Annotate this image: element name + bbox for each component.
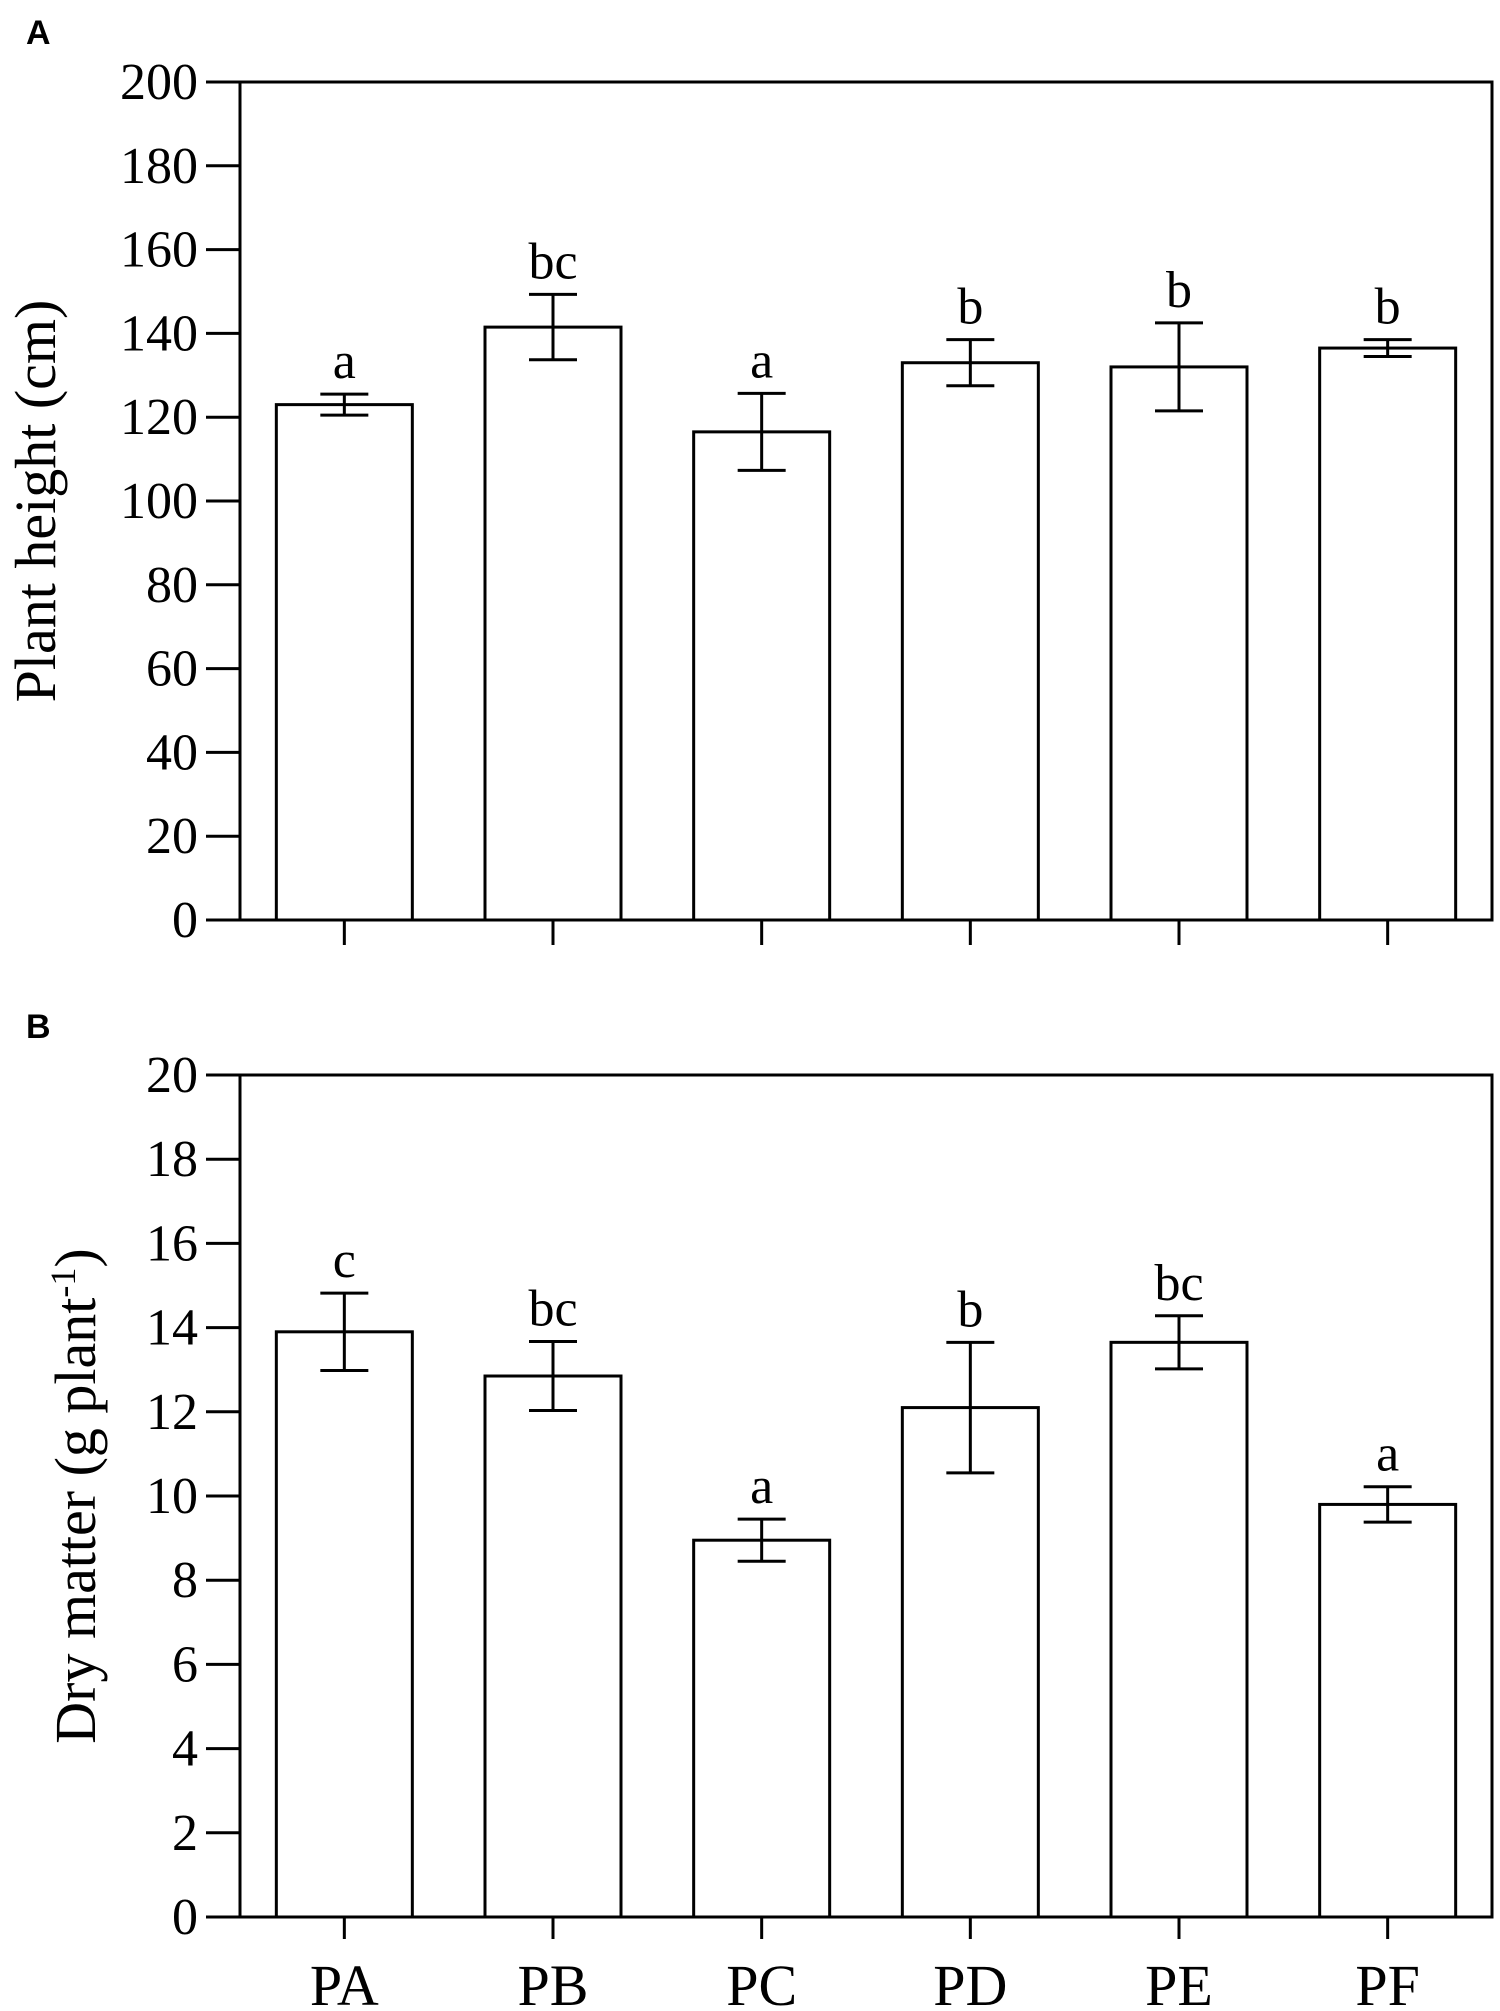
bar xyxy=(274,403,414,922)
bar xyxy=(1318,346,1458,922)
y-tick-label: 0 xyxy=(172,892,198,949)
y-tick-label: 160 xyxy=(120,222,198,279)
y-tick-label: 2 xyxy=(172,1805,198,1862)
significance-label: b xyxy=(957,1281,983,1338)
x-tick-label: PF xyxy=(1355,1953,1420,2011)
bar xyxy=(900,1406,1040,1919)
x-tick-label: PE xyxy=(1145,1953,1213,2011)
significance-label: b xyxy=(1375,279,1401,336)
significance-label: b xyxy=(1166,262,1192,319)
bar xyxy=(1109,1340,1249,1919)
y-tick-label: 10 xyxy=(146,1468,198,1525)
y-tick-label: 60 xyxy=(146,641,198,698)
panel-a: A 0 20 40 60 80 100 120 140 160 180 200 Plant heigh… xyxy=(3,14,1494,949)
y-tick-label: 0 xyxy=(172,1889,198,1946)
y-tick-label: 120 xyxy=(120,389,198,446)
panel-letter: A xyxy=(26,14,51,52)
significance-label: bc xyxy=(1154,1255,1203,1312)
y-tick-label: 140 xyxy=(120,305,198,362)
y-tick-label: 4 xyxy=(172,1721,198,1778)
significance-label: a xyxy=(750,332,773,389)
y-tick-label: 20 xyxy=(146,1047,198,1104)
significance-label: a xyxy=(750,1458,773,1515)
y-tick-label: 180 xyxy=(120,138,198,195)
y-tick-label: 6 xyxy=(172,1636,198,1693)
bar xyxy=(692,1538,832,1919)
y-tick-label: 16 xyxy=(146,1215,198,1272)
bar xyxy=(692,430,832,922)
x-tick-label: PA xyxy=(310,1953,379,2011)
bar xyxy=(483,325,623,922)
y-tick-label: 20 xyxy=(146,808,198,865)
plot-frame xyxy=(238,1073,1494,1919)
y-axis-title: Dry matter (g plant-1) xyxy=(43,1248,108,1743)
significance-label: a xyxy=(333,333,356,390)
y-tick-label: 40 xyxy=(146,724,198,781)
significance-label: c xyxy=(333,1232,356,1289)
panel-letter: B xyxy=(26,1008,51,1046)
y-tick-label: 8 xyxy=(172,1552,198,1609)
x-tick-label: PC xyxy=(726,1953,797,2011)
y-axis-title-suffix: ) xyxy=(43,1248,108,1267)
y-axis-title-superscript: -1 xyxy=(43,1268,83,1298)
y-tick-label: 12 xyxy=(146,1384,198,1441)
y-tick-label: 14 xyxy=(146,1300,198,1357)
bar xyxy=(483,1374,623,1919)
panel-b: B 0 2 4 6 8 10 12 14 16 18 20 Dry matter (g plant-1… xyxy=(26,1008,1494,2011)
y-axis-title-text: Plant height (cm) xyxy=(3,300,68,703)
plot-frame xyxy=(238,80,1494,922)
bar xyxy=(900,361,1040,922)
bar xyxy=(1109,365,1249,922)
significance-label: bc xyxy=(528,233,577,290)
x-tick-label: PB xyxy=(518,1953,589,2011)
y-axis-title-text: Dry matter (g plant xyxy=(43,1298,108,1744)
y-tick-label: 18 xyxy=(146,1131,198,1188)
x-tick-label: PD xyxy=(933,1953,1007,2011)
y-tick-label: 100 xyxy=(120,473,198,530)
bar xyxy=(274,1330,414,1919)
significance-label: b xyxy=(957,279,983,336)
significance-label: bc xyxy=(528,1280,577,1337)
y-tick-label: 200 xyxy=(120,54,198,111)
bar xyxy=(1318,1502,1458,1919)
y-tick-label: 80 xyxy=(146,557,198,614)
significance-label: a xyxy=(1376,1426,1399,1483)
y-axis-title: Plant height (cm) xyxy=(3,300,68,703)
